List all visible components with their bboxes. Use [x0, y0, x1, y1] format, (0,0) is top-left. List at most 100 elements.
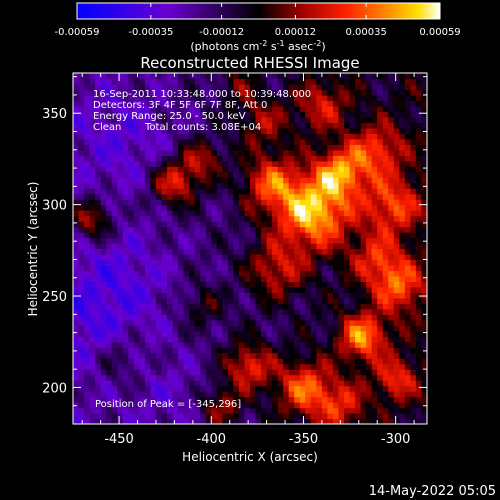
heatmap-cell [95, 155, 102, 162]
heatmap-cell [144, 281, 151, 288]
heatmap-cell [122, 363, 129, 370]
heatmap-cell [89, 380, 96, 387]
heatmap-cell [399, 281, 406, 288]
heatmap-cell [227, 413, 234, 420]
heatmap-cell [366, 292, 373, 299]
heatmap-cell [404, 248, 411, 255]
heatmap-cell [371, 171, 378, 178]
heatmap-cell [333, 149, 340, 156]
heatmap-cell [421, 418, 427, 424]
heatmap-cell [78, 116, 85, 123]
heatmap-cell [310, 84, 317, 91]
heatmap-cell [233, 188, 240, 195]
heatmap-cell [305, 352, 312, 359]
heatmap-cell [211, 418, 218, 424]
heatmap-cell [161, 396, 168, 403]
heatmap-cell [288, 402, 295, 409]
heatmap-cell [161, 347, 168, 354]
heatmap-cell [421, 144, 427, 151]
heatmap-cell [321, 259, 328, 266]
heatmap-cell [216, 413, 223, 420]
heatmap-cell [111, 281, 118, 288]
heatmap-cell [316, 177, 323, 184]
heatmap-cell [294, 182, 301, 189]
heatmap-cell [415, 144, 422, 151]
heatmap-cell [333, 111, 340, 118]
heatmap-cell [255, 111, 262, 118]
heatmap-cell [73, 347, 80, 354]
heatmap-cell [371, 265, 378, 272]
heatmap-cell [410, 188, 417, 195]
heatmap-cell [150, 166, 157, 173]
heatmap-cell [344, 100, 351, 107]
heatmap-cell [250, 418, 257, 424]
heatmap-cell [266, 166, 273, 173]
heatmap-cell [172, 160, 179, 167]
heatmap-cell [238, 122, 245, 129]
heatmap-cell [216, 265, 223, 272]
heatmap-cell [216, 232, 223, 239]
heatmap-cell [410, 254, 417, 261]
heatmap-cell [95, 352, 102, 359]
heatmap-cell [393, 402, 400, 409]
heatmap-cell [133, 100, 140, 107]
heatmap-cell [139, 369, 146, 376]
heatmap-cell [349, 204, 356, 211]
heatmap-cell [333, 210, 340, 217]
heatmap-cell [299, 286, 306, 293]
heatmap-cell [393, 341, 400, 348]
heatmap-cell [316, 237, 323, 244]
heatmap-cell [73, 314, 80, 321]
heatmap-cell [211, 385, 218, 392]
heatmap-cell [277, 182, 284, 189]
heatmap-cell [272, 78, 279, 85]
heatmap-cell [183, 116, 190, 123]
heatmap-cell [371, 78, 378, 85]
heatmap-cell [133, 275, 140, 282]
heatmap-cell [172, 385, 179, 392]
heatmap-cell [344, 297, 351, 304]
heatmap-cell [216, 248, 223, 255]
heatmap-cell [133, 89, 140, 96]
heatmap-cell [250, 275, 257, 282]
heatmap-cell [189, 89, 196, 96]
heatmap-cell [272, 363, 279, 370]
heatmap-cell [238, 226, 245, 233]
heatmap-cell [139, 297, 146, 304]
heatmap-cell [272, 259, 279, 266]
heatmap-cell [117, 243, 124, 250]
heatmap-cell [344, 336, 351, 343]
heatmap-cell [73, 215, 80, 222]
heatmap-cell [244, 122, 251, 129]
heatmap-cell [355, 281, 362, 288]
heatmap-cell [393, 221, 400, 228]
heatmap-cell [189, 138, 196, 145]
heatmap-cell [382, 182, 389, 189]
heatmap-cell [321, 325, 328, 332]
heatmap-cell [393, 215, 400, 222]
heatmap-cell [272, 138, 279, 145]
heatmap-cell [183, 199, 190, 206]
unit-exp1: -2 [259, 39, 267, 48]
heatmap-cell [150, 226, 157, 233]
heatmap-cell [205, 385, 212, 392]
heatmap-cell [122, 270, 129, 277]
heatmap-cell [194, 363, 201, 370]
heatmap-cell [189, 78, 196, 85]
heatmap-cell [415, 270, 422, 277]
heatmap-cell [310, 127, 317, 134]
heatmap-cell [382, 160, 389, 167]
heatmap-cell [150, 84, 157, 91]
heatmap-cell [310, 297, 317, 304]
heatmap-cell [344, 407, 351, 414]
heatmap-cell [255, 166, 262, 173]
heatmap-cell [211, 248, 218, 255]
heatmap-cell [310, 369, 317, 376]
heatmap-cell [338, 402, 345, 409]
heatmap-cell [84, 78, 91, 85]
heatmap-cell [321, 248, 328, 255]
heatmap-cell [183, 226, 190, 233]
heatmap-cell [233, 374, 240, 381]
heatmap-cell [117, 341, 124, 348]
heatmap-cell [399, 402, 406, 409]
